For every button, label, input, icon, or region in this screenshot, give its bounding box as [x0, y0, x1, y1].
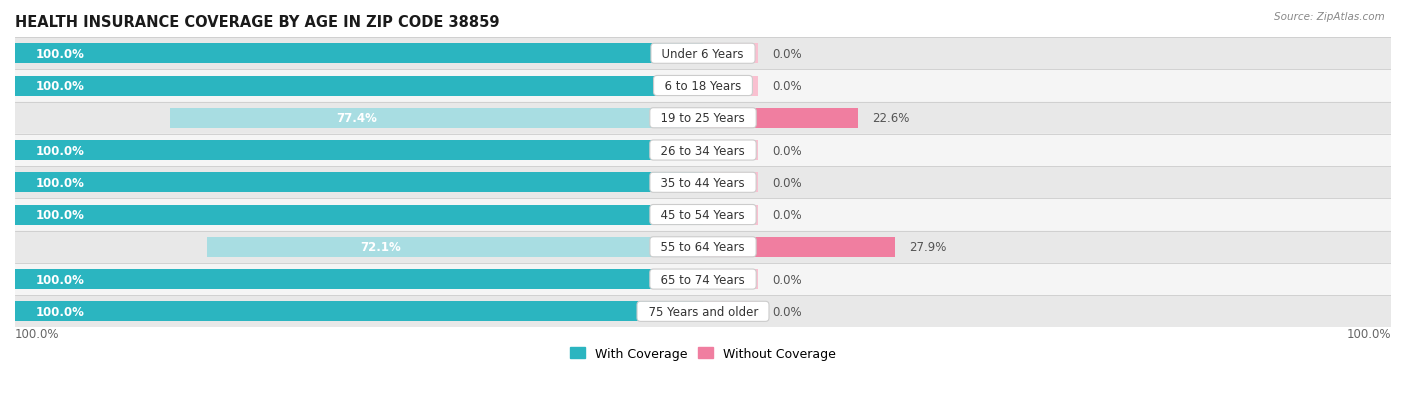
Text: 0.0%: 0.0% [772, 273, 801, 286]
Text: 100.0%: 100.0% [35, 176, 84, 189]
FancyBboxPatch shape [15, 199, 1391, 231]
FancyBboxPatch shape [15, 70, 1391, 102]
Text: HEALTH INSURANCE COVERAGE BY AGE IN ZIP CODE 38859: HEALTH INSURANCE COVERAGE BY AGE IN ZIP … [15, 15, 499, 30]
Text: 0.0%: 0.0% [772, 176, 801, 189]
Bar [703, 205, 758, 225]
Text: 0.0%: 0.0% [772, 209, 801, 221]
Text: 100.0%: 100.0% [35, 305, 84, 318]
FancyBboxPatch shape [15, 135, 1391, 167]
Text: 100.0%: 100.0% [15, 328, 59, 341]
Text: 0.0%: 0.0% [772, 305, 801, 318]
Text: 35 to 44 Years: 35 to 44 Years [654, 176, 752, 189]
Bar [170, 109, 703, 128]
Text: 100.0%: 100.0% [35, 80, 84, 93]
Text: 27.9%: 27.9% [908, 241, 946, 254]
Text: Source: ZipAtlas.com: Source: ZipAtlas.com [1274, 12, 1385, 22]
Bar [15, 269, 703, 290]
Bar [15, 173, 703, 193]
Bar [15, 76, 703, 96]
Text: 0.0%: 0.0% [772, 47, 801, 61]
Text: 0.0%: 0.0% [772, 80, 801, 93]
Text: 65 to 74 Years: 65 to 74 Years [654, 273, 752, 286]
Text: 22.6%: 22.6% [872, 112, 910, 125]
Text: 100.0%: 100.0% [35, 47, 84, 61]
Text: 75 Years and older: 75 Years and older [641, 305, 765, 318]
Bar [703, 76, 758, 96]
Bar [15, 205, 703, 225]
Text: 6 to 18 Years: 6 to 18 Years [657, 80, 749, 93]
Text: 55 to 64 Years: 55 to 64 Years [654, 241, 752, 254]
Text: 72.1%: 72.1% [360, 241, 401, 254]
Bar [703, 269, 758, 290]
Bar [703, 141, 758, 161]
Text: Under 6 Years: Under 6 Years [655, 47, 751, 61]
Bar [703, 237, 896, 257]
Text: 100.0%: 100.0% [35, 273, 84, 286]
FancyBboxPatch shape [15, 102, 1391, 135]
Text: 100.0%: 100.0% [35, 209, 84, 221]
Text: 45 to 54 Years: 45 to 54 Years [654, 209, 752, 221]
FancyBboxPatch shape [15, 38, 1391, 70]
Bar [15, 301, 703, 322]
Text: 26 to 34 Years: 26 to 34 Years [654, 144, 752, 157]
Bar [703, 301, 758, 322]
FancyBboxPatch shape [15, 263, 1391, 295]
FancyBboxPatch shape [15, 295, 1391, 328]
Legend: With Coverage, Without Coverage: With Coverage, Without Coverage [565, 342, 841, 365]
Bar [703, 109, 859, 128]
Text: 100.0%: 100.0% [1347, 328, 1391, 341]
Bar [15, 44, 703, 64]
Text: 100.0%: 100.0% [35, 144, 84, 157]
Bar [703, 173, 758, 193]
FancyBboxPatch shape [15, 231, 1391, 263]
Text: 77.4%: 77.4% [336, 112, 377, 125]
Bar [207, 237, 703, 257]
Text: 19 to 25 Years: 19 to 25 Years [654, 112, 752, 125]
Text: 0.0%: 0.0% [772, 144, 801, 157]
Bar [15, 141, 703, 161]
Bar [703, 44, 758, 64]
FancyBboxPatch shape [15, 167, 1391, 199]
